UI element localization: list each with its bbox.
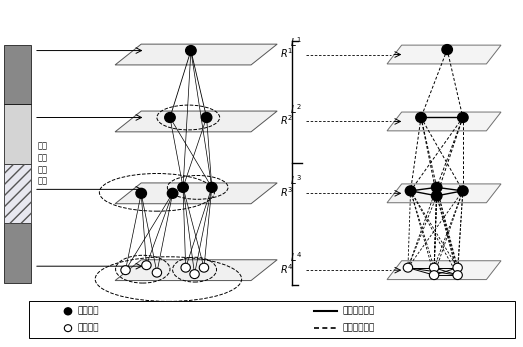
Circle shape [458, 186, 468, 196]
Circle shape [442, 45, 452, 54]
Circle shape [199, 263, 209, 272]
FancyBboxPatch shape [29, 301, 515, 338]
Polygon shape [387, 112, 501, 131]
Circle shape [429, 263, 439, 272]
Circle shape [178, 183, 188, 192]
Text: $R^2$: $R^2$ [280, 113, 293, 127]
Text: $R^3$: $R^3$ [280, 185, 293, 199]
Circle shape [136, 188, 146, 198]
Circle shape [431, 183, 442, 192]
Polygon shape [115, 44, 277, 65]
Circle shape [181, 263, 190, 272]
Circle shape [431, 191, 442, 201]
Bar [4, 163, 31, 223]
Polygon shape [387, 45, 501, 64]
Circle shape [64, 325, 72, 332]
Polygon shape [115, 260, 277, 281]
Circle shape [403, 263, 413, 272]
Polygon shape [115, 111, 277, 132]
Circle shape [201, 112, 212, 122]
Text: $L^3$: $L^3$ [290, 174, 302, 187]
Circle shape [142, 261, 151, 270]
Text: 混合邻域: 混合邻域 [77, 307, 99, 316]
Circle shape [458, 112, 468, 122]
Text: 层间邻域级联: 层间邻域级联 [343, 324, 375, 333]
Circle shape [207, 183, 217, 192]
Bar [4, 104, 31, 163]
Text: $R^4$: $R^4$ [280, 262, 293, 276]
Circle shape [64, 308, 72, 315]
Text: 单一邻域: 单一邻域 [77, 324, 99, 333]
Bar [4, 223, 31, 282]
Circle shape [429, 271, 439, 280]
Text: $L^1$: $L^1$ [290, 35, 302, 49]
Circle shape [165, 112, 175, 122]
Circle shape [186, 45, 196, 56]
Bar [4, 45, 31, 104]
Circle shape [152, 268, 162, 277]
Circle shape [121, 266, 130, 274]
Text: $L^4$: $L^4$ [290, 251, 302, 264]
Polygon shape [115, 183, 277, 204]
Circle shape [190, 270, 199, 279]
Circle shape [405, 186, 416, 196]
Bar [4, 163, 31, 223]
Text: 邻域
半径
分配
矩阵: 邻域 半径 分配 矩阵 [38, 141, 48, 186]
Polygon shape [387, 184, 501, 203]
Text: $L^2$: $L^2$ [290, 102, 302, 116]
Circle shape [167, 188, 178, 198]
Circle shape [416, 112, 426, 122]
Polygon shape [387, 261, 501, 280]
Text: $R^1$: $R^1$ [280, 46, 293, 60]
Circle shape [453, 271, 462, 280]
Text: 层内邻域交互: 层内邻域交互 [343, 307, 375, 316]
Circle shape [453, 263, 462, 272]
